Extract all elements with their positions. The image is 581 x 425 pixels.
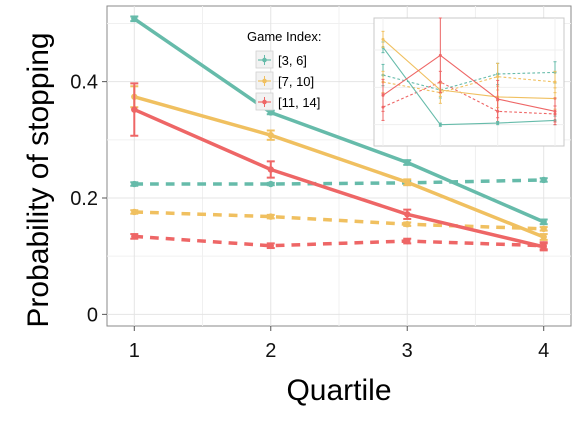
series-layer [130,15,548,252]
series-point-4-3 [540,225,547,233]
inset-series-point-2-3 [553,109,557,113]
legend: Game Index: [3, 6] [7, 10] [11, 14] [247,29,321,111]
legend-title: Game Index: [247,29,321,44]
y-axis-title: Probability of stopping [22,32,55,327]
series-point-4-2 [404,220,411,228]
series-point-4-0 [131,208,138,216]
series-line-3 [134,178,544,186]
y-tick-label-2: 0.4 [70,72,98,94]
series-point-3-1 [267,180,274,188]
series-line-5 [134,234,544,248]
y-ticks: 0 0.2 0.4 [70,72,107,326]
series-line-1 [133,95,545,239]
inset-series-point-4-3 [553,80,557,84]
legend-key-dot-0 [262,57,267,63]
grid [107,6,571,326]
legend-label-2: [11, 14] [278,95,320,110]
series-point-0-2 [404,159,411,166]
x-tick-label-0: 1 [129,340,140,362]
inset-series-point-1-0 [381,37,385,41]
x-ticks: 1 2 3 4 [129,326,549,362]
series-point-5-1 [267,242,274,249]
series-line-2 [133,107,545,249]
inset-series [381,17,557,127]
inset-series-point-0-1 [438,123,442,127]
series-point-2-1 [267,166,274,173]
x-tick-label-2: 3 [402,340,413,362]
legend-key-dot-2 [262,99,267,105]
series-point-1-2 [404,179,411,186]
series-point-0-3 [540,218,547,226]
x-tick-label-3: 4 [538,340,549,362]
series-point-2-0 [131,106,138,113]
inset-chart [373,17,565,147]
series-point-2-2 [404,211,411,218]
series-point-0-0 [131,15,138,22]
legend-label-0: [3, 6] [278,53,307,68]
series-point-3-0 [131,180,138,188]
y-tick-label-1: 0.2 [70,188,98,210]
inset-series-line-2 [382,54,556,112]
x-axis-title: Quartile [286,374,391,407]
series-point-0-1 [267,109,274,116]
inset-series-point-0-2 [496,121,500,125]
inset-series-line-0 [382,47,556,126]
inset-series-line-1 [382,38,556,100]
series-point-1-1 [267,131,274,139]
legend-key-dot-1 [262,78,267,84]
series-point-2-3 [540,243,547,251]
inset-series-point-2-2 [496,97,500,101]
series-point-1-3 [540,233,547,241]
inset-series-point-2-1 [438,53,442,57]
legend-label-1: [7, 10] [278,74,314,89]
series-point-5-2 [404,237,411,245]
inset-series-point-2-0 [381,93,385,97]
series-line-0 [133,17,545,224]
x-tick-label-1: 2 [265,340,276,362]
series-point-5-0 [131,233,138,240]
series-point-4-1 [267,213,274,220]
series-line-4 [134,210,544,231]
inset-series-line-5 [382,81,556,115]
y-tick-label-0: 0 [87,304,98,326]
series-point-3-3 [540,176,547,184]
inset-series-point-4-2 [496,75,500,79]
